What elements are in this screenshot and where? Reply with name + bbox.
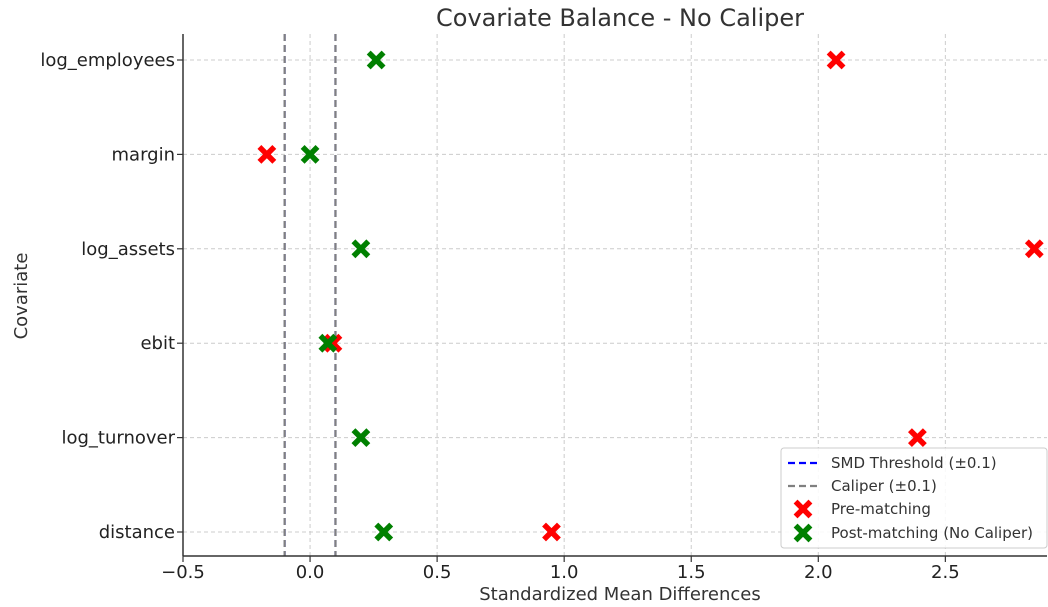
axes: −0.5 0.0 0.5 1.0 1.5 2.0 2.5 log_employeesmargi… [40, 34, 1047, 583]
data-point-pre-matching-log-assets [1024, 239, 1044, 259]
data-points [257, 50, 1044, 542]
y-tick-label-log-assets: log_assets [81, 239, 175, 260]
data-point-post-matching-no-caliper-ebit [318, 333, 338, 353]
marker-stroke [374, 522, 394, 542]
marker-stroke [793, 499, 813, 519]
data-point-post-matching-no-caliper-log-assets [351, 239, 371, 259]
x-axis-label: Standardized Mean Differences [479, 584, 761, 605]
data-point-post-matching-no-caliper-log-employees [366, 50, 386, 70]
marker-stroke [908, 428, 927, 447]
y-tick-label-log-turnover: log_turnover [61, 428, 175, 449]
data-point-post-matching-no-caliper-margin [300, 145, 320, 164]
legend-label-smd-threshold: SMD Threshold (±0.1) [831, 454, 997, 472]
y-axis-label: Covariate [11, 253, 32, 340]
legend-label-caliper: Caliper (±0.1) [831, 477, 937, 495]
y-tick-label-margin: margin [112, 144, 175, 165]
marker-stroke [300, 145, 320, 164]
marker-stroke [793, 523, 813, 543]
data-point-post-matching-no-caliper-distance [374, 522, 394, 542]
y-tick-label-ebit: ebit [140, 333, 175, 354]
x-tick-label: 2.5 [931, 562, 960, 583]
legend-label-post-matching: Post-matching (No Caliper) [831, 524, 1033, 542]
data-point-pre-matching-log-employees [826, 50, 846, 70]
marker-stroke [351, 239, 371, 259]
data-point-post-matching-no-caliper-log-turnover [351, 428, 371, 447]
x-tick-label: 1.5 [677, 562, 706, 583]
legend-marker-pre-matching [793, 499, 813, 519]
legend-marker-post-matching [793, 523, 813, 543]
x-tick-label: 0.0 [296, 562, 325, 583]
marker-stroke [318, 333, 338, 353]
legend-box [780, 447, 1048, 549]
y-tick-label-distance: distance [99, 522, 175, 543]
data-point-pre-matching-distance [542, 522, 561, 542]
marker-stroke [826, 50, 846, 70]
data-point-pre-matching-margin [257, 145, 277, 164]
x-tick-label: 0.5 [423, 562, 452, 583]
marker-stroke [257, 145, 277, 164]
marker-stroke [366, 50, 386, 70]
reference-lines [283, 34, 337, 556]
y-tick-label-log-employees: log_employees [40, 50, 175, 71]
x-tick-label: −0.5 [161, 562, 205, 583]
legend-swatch-post-matching [793, 523, 813, 543]
x-tick-label: 2.0 [804, 562, 833, 583]
legend-swatch-pre-matching [793, 499, 813, 519]
marker-stroke [1024, 239, 1044, 259]
legend-label-pre-matching: Pre-matching [831, 500, 931, 518]
chart-title: Covariate Balance - No Caliper [436, 4, 804, 32]
x-tick-label: 1.0 [550, 562, 579, 583]
legend: SMD Threshold (±0.1) Caliper (±0.1) Pre-… [780, 447, 1048, 549]
data-point-pre-matching-log-turnover [908, 428, 927, 447]
grid [182, 34, 1047, 556]
marker-stroke [351, 428, 371, 447]
marker-stroke [542, 522, 561, 542]
